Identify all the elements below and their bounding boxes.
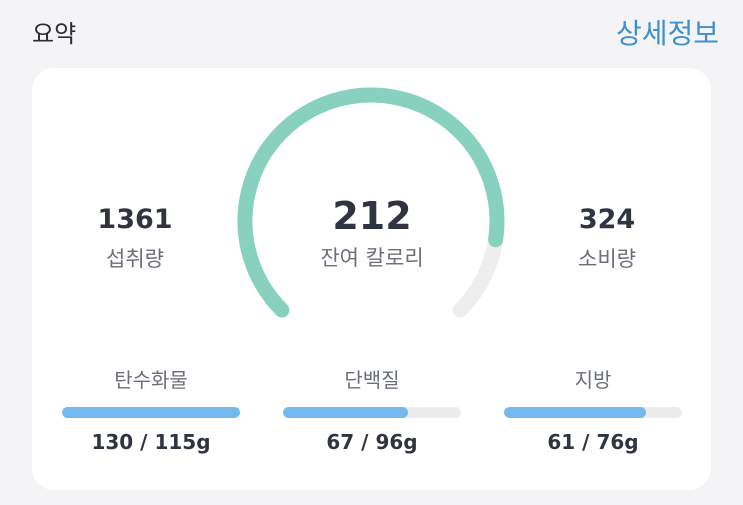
- burned-value: 324: [578, 204, 636, 235]
- section-title: 요약: [32, 20, 77, 48]
- burned-stat: 324 소비량: [527, 204, 687, 273]
- progress-bar: [504, 407, 682, 418]
- macro-value: 130 / 115g: [91, 430, 211, 454]
- macro-fat: 지방 61 / 76g: [504, 364, 682, 454]
- macro-label: 지방: [574, 368, 612, 392]
- burned-label: 소비량: [578, 247, 636, 271]
- progress-bar: [62, 407, 240, 418]
- progress-fill: [504, 407, 647, 418]
- details-link[interactable]: 상세정보: [615, 17, 719, 50]
- intake-label: 섭취량: [106, 247, 164, 271]
- macro-label: 단백질: [344, 368, 400, 392]
- macro-value: 61 / 76g: [547, 430, 639, 454]
- remaining-stat: 212 잔여 칼로리: [272, 194, 472, 272]
- progress-bar: [283, 407, 461, 418]
- intake-stat: 1361 섭취량: [55, 204, 215, 273]
- macro-label: 탄수화물: [114, 368, 188, 392]
- calorie-gauge: [237, 87, 505, 318]
- remaining-value: 212: [332, 194, 412, 238]
- macro-carbs: 탄수화물 130 / 115g: [62, 364, 240, 454]
- progress-fill: [62, 407, 240, 418]
- intake-value: 1361: [97, 204, 173, 235]
- gauge-fill: [237, 87, 505, 318]
- macro-protein: 단백질 67 / 96g: [283, 364, 461, 454]
- progress-fill: [283, 407, 408, 418]
- remaining-label: 잔여 칼로리: [320, 246, 424, 270]
- summary-card: 1361 섭취량 212 잔여 칼로리 324 소비량 탄수화물 130 / 1…: [32, 68, 711, 490]
- macro-value: 67 / 96g: [326, 430, 418, 454]
